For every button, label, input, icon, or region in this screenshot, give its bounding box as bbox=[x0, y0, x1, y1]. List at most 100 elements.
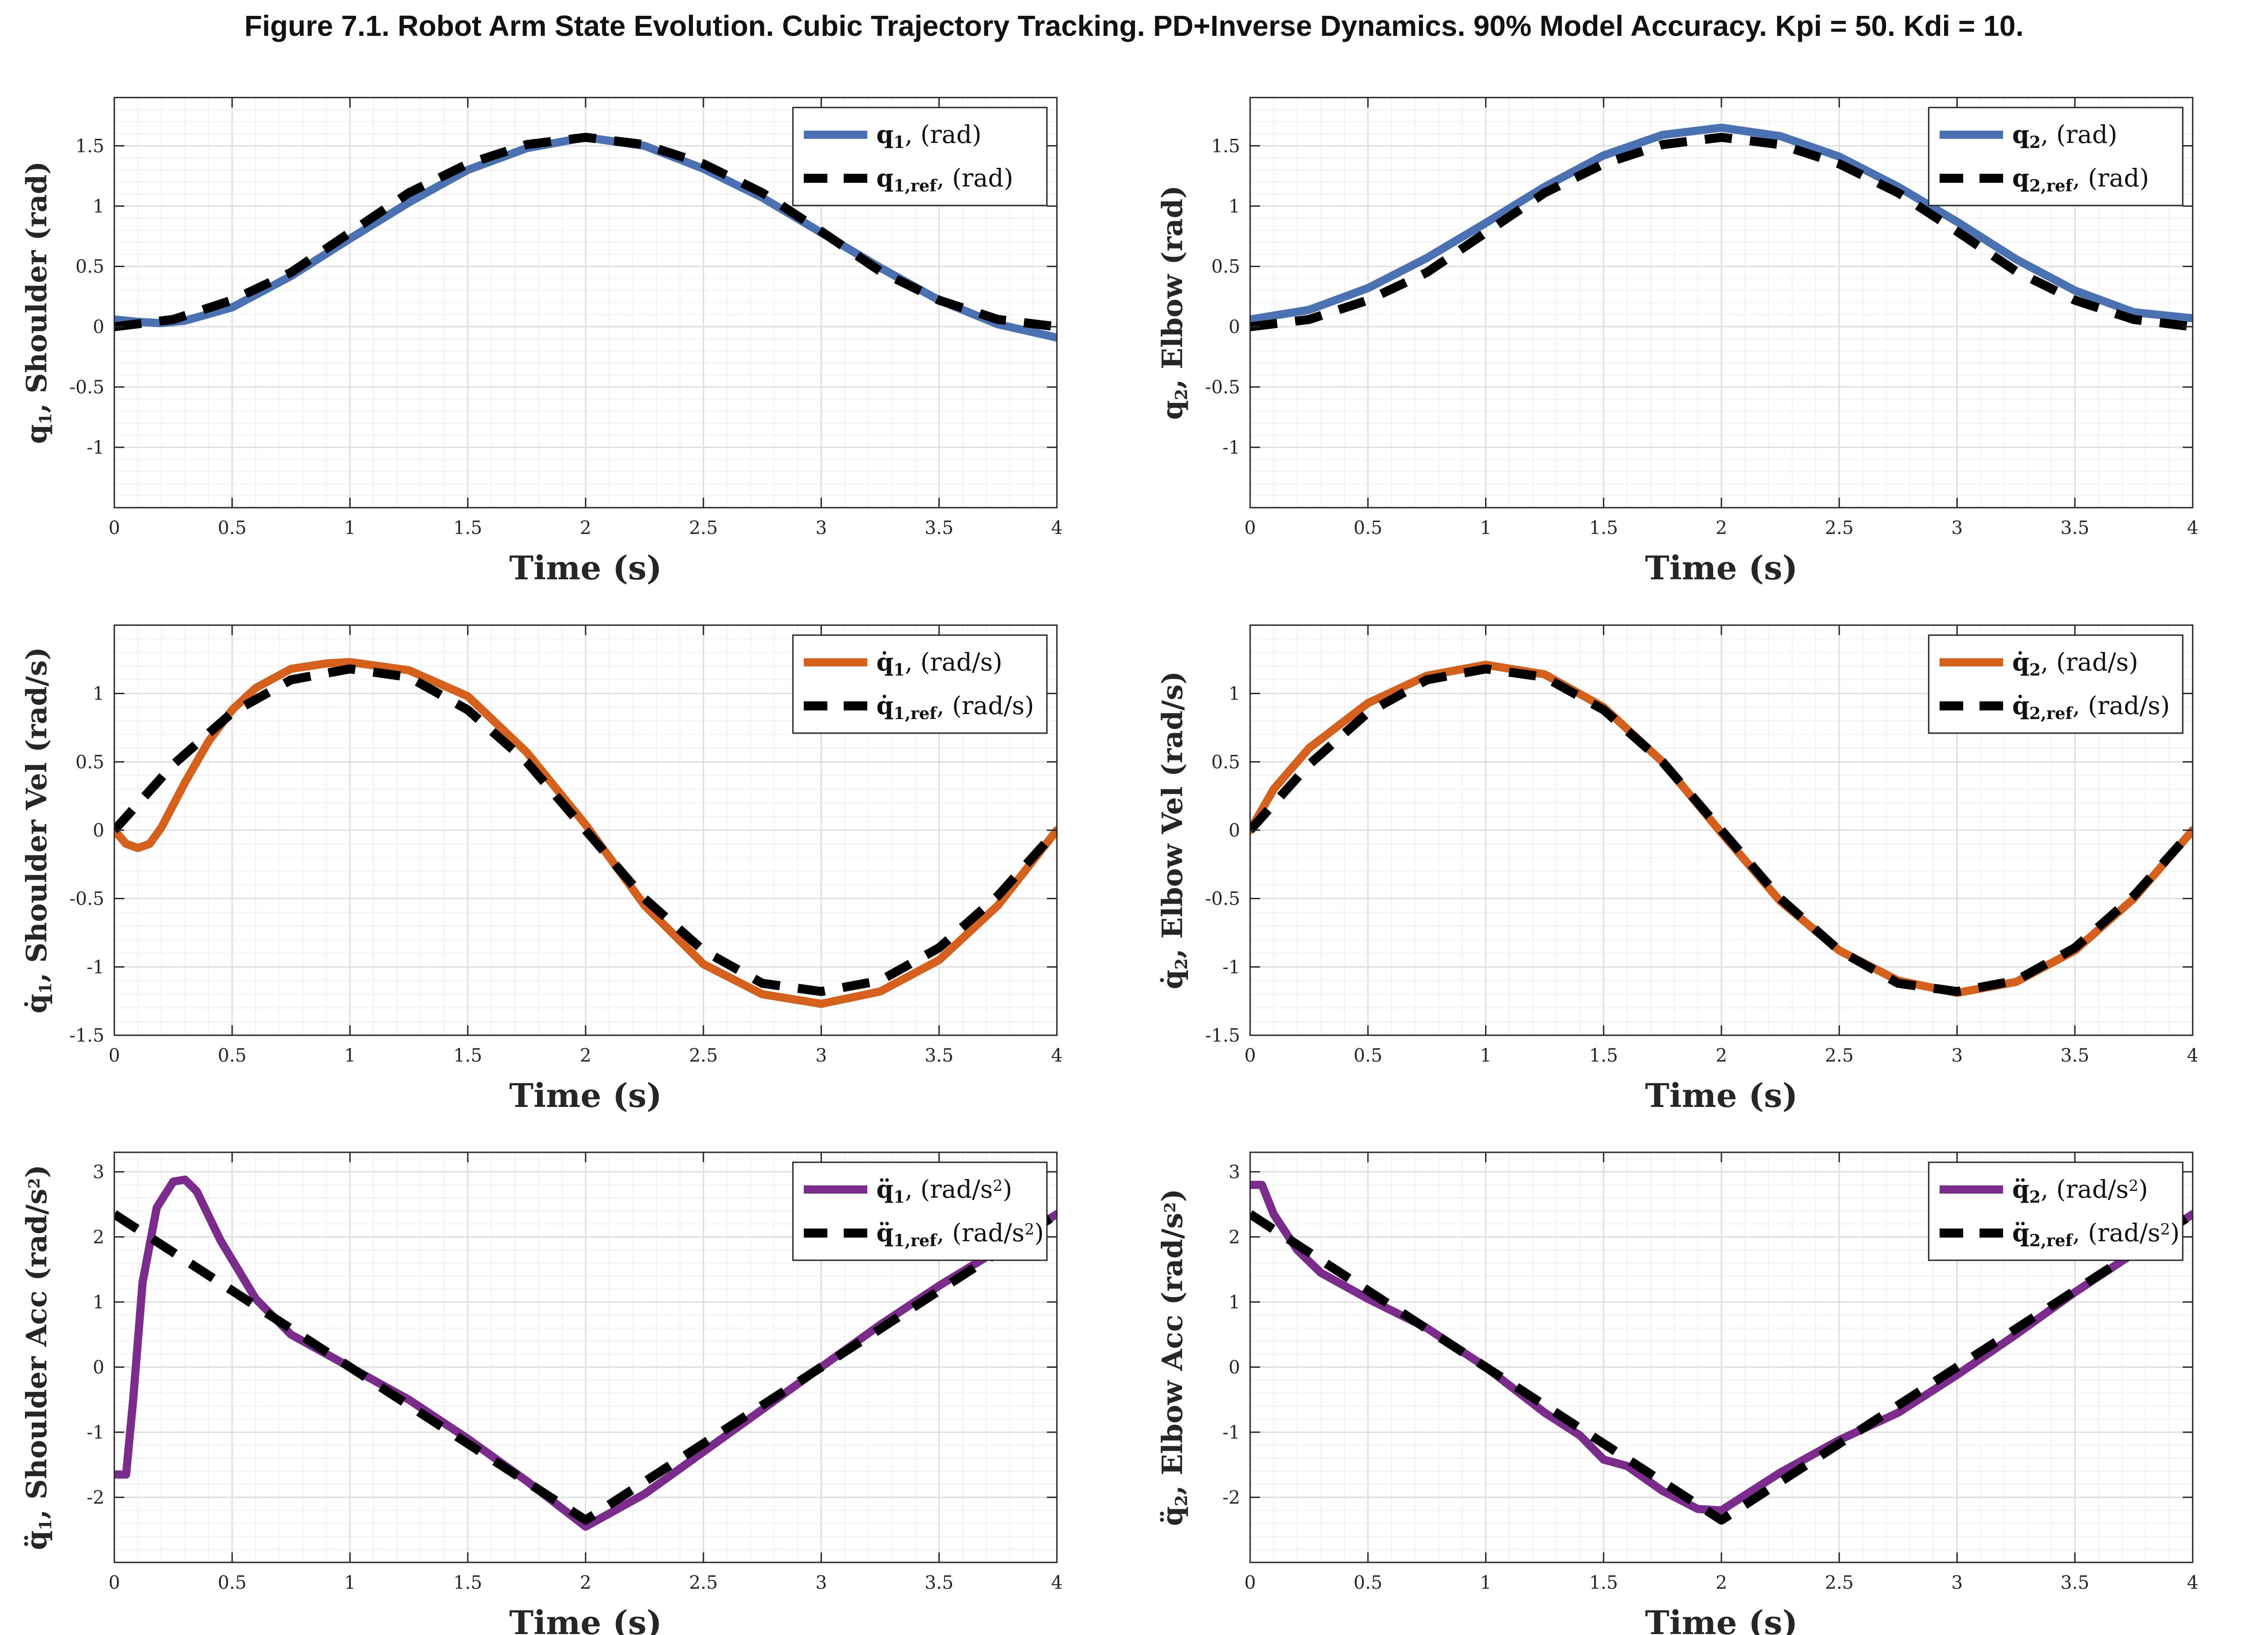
series-group bbox=[114, 132, 1057, 342]
x-tick-label: 4 bbox=[1051, 1572, 1062, 1593]
y-axis-label: q̈1, Shoulder Acc (rad/s2) bbox=[20, 1165, 55, 1550]
reference-line-2 bbox=[1250, 132, 2193, 332]
y-tick-label: -1 bbox=[87, 1422, 104, 1443]
y-tick-label: 2 bbox=[93, 1227, 104, 1248]
chart-panel-6: 0 0.5 1 1.5 2 2.5 3 3.5 4 -2 -1 0 1 2 3 Time (s) q̈2, El… bbox=[1156, 1151, 2199, 1635]
x-tick-label: 3 bbox=[816, 1045, 827, 1066]
measured-line-1 bbox=[114, 658, 1057, 1008]
legend-entry-1: q̈2, (rad/s2) bbox=[2012, 1175, 2148, 1207]
y-tick-label: 0 bbox=[93, 317, 104, 338]
chart-panel-5: 0 0.5 1 1.5 2 2.5 3 3.5 4 -2 -1 0 1 2 3 Time (s) q̈1, Sh… bbox=[20, 1151, 1063, 1635]
y-tick-label: 1 bbox=[93, 1292, 104, 1313]
legend-entry-1: q̈1, (rad/s2) bbox=[876, 1175, 1012, 1207]
x-tick-label: 3 bbox=[1951, 1572, 1963, 1593]
x-tick-label: 0 bbox=[108, 1045, 120, 1066]
x-tick-label: 2 bbox=[1716, 518, 1727, 538]
y-axis-label: q2, Elbow (rad) bbox=[1156, 186, 1191, 420]
x-tick-label: 3 bbox=[816, 518, 827, 538]
x-tick-label: 1 bbox=[1480, 1572, 1491, 1593]
x-axis-label: Time (s) bbox=[509, 1076, 662, 1115]
y-tick-label: -0.5 bbox=[69, 377, 104, 398]
x-tick-label: 0.5 bbox=[218, 1045, 247, 1066]
legend-entry-2: q1,ref, (rad) bbox=[876, 163, 1013, 196]
x-tick-label: 1.5 bbox=[453, 518, 482, 538]
series-group bbox=[114, 658, 1057, 1008]
x-axis-label: Time (s) bbox=[509, 1603, 662, 1635]
x-axis-label: Time (s) bbox=[1645, 1603, 1798, 1635]
x-tick-label: 3.5 bbox=[924, 1572, 953, 1593]
x-axis-label: Time (s) bbox=[509, 548, 662, 587]
chart-panel-2: 0 0.5 1 1.5 2 2.5 3 3.5 4 -1 -0.5 0 0.5 1 1.5 Time (s) q… bbox=[1156, 97, 2199, 587]
x-tick-label: 2.5 bbox=[689, 518, 718, 538]
x-tick-label: 1 bbox=[344, 1045, 356, 1066]
x-tick-label: 1 bbox=[1480, 518, 1491, 538]
x-tick-label: 4 bbox=[2187, 1572, 2198, 1593]
y-tick-label: -1 bbox=[1222, 437, 1240, 458]
legend: q̈2, (rad/s2) q̈2,ref, (rad/s2) bbox=[1928, 1161, 2184, 1261]
x-tick-label: 4 bbox=[2187, 518, 2198, 538]
x-tick-label: 1.5 bbox=[453, 1045, 482, 1066]
chart-panel-1: 0 0.5 1 1.5 2 2.5 3 3.5 4 -1 -0.5 0 0.5 1 1.5 Time (s) q… bbox=[20, 97, 1063, 587]
y-tick-label: 0.5 bbox=[75, 752, 104, 773]
measured-line-1 bbox=[1250, 123, 2193, 324]
x-tick-label: 0.5 bbox=[1354, 518, 1383, 538]
y-axis-label: q̈2, Elbow Acc (rad/s2) bbox=[1156, 1189, 1191, 1526]
legend-entry-1: q2, (rad) bbox=[2012, 120, 2117, 152]
x-axis-label: Time (s) bbox=[1645, 548, 1798, 587]
x-tick-label: 3.5 bbox=[2060, 1572, 2089, 1593]
x-tick-label: 3 bbox=[1951, 518, 1963, 538]
x-tick-label: 0.5 bbox=[1354, 1572, 1383, 1593]
legend: q̈1, (rad/s2) q̈1,ref, (rad/s2) bbox=[792, 1161, 1048, 1261]
x-tick-label: 2 bbox=[580, 518, 591, 538]
x-tick-label: 1 bbox=[1480, 1045, 1491, 1066]
measured-line-1 bbox=[114, 1175, 1057, 1531]
y-tick-label: 0 bbox=[93, 820, 104, 841]
x-tick-label: 3.5 bbox=[924, 518, 953, 538]
legend-entry-2: q̈2,ref, (rad/s2) bbox=[2012, 1218, 2180, 1250]
legend-entry-2: q̈1,ref, (rad/s2) bbox=[876, 1218, 1044, 1250]
legend-entry-2: q̇2,ref, (rad/s) bbox=[2012, 691, 2170, 723]
y-tick-label: 3 bbox=[1229, 1162, 1240, 1183]
legend: q2, (rad) q2,ref, (rad) bbox=[1928, 107, 2184, 206]
x-tick-label: 3 bbox=[816, 1572, 827, 1593]
series-group bbox=[1250, 661, 2193, 997]
series-group bbox=[114, 1175, 1057, 1531]
x-tick-label: 0 bbox=[108, 518, 120, 538]
y-tick-label: -1.5 bbox=[1205, 1025, 1240, 1046]
y-tick-label: 0.5 bbox=[1211, 256, 1240, 277]
legend-box bbox=[792, 107, 1048, 206]
x-tick-label: 1.5 bbox=[1589, 1045, 1618, 1066]
x-tick-label: 0 bbox=[1244, 1045, 1256, 1066]
y-tick-label: 1.5 bbox=[1211, 136, 1240, 157]
x-tick-label: 0.5 bbox=[218, 1572, 247, 1593]
legend-box bbox=[792, 634, 1048, 734]
legend-entry-2: q̇1,ref, (rad/s) bbox=[876, 691, 1034, 723]
y-tick-label: -1 bbox=[1222, 1422, 1240, 1443]
legend-entry-1: q̇1, (rad/s) bbox=[876, 647, 1002, 680]
y-tick-label: 1 bbox=[93, 196, 104, 217]
x-tick-label: 1 bbox=[344, 1572, 356, 1593]
reference-line-2 bbox=[1250, 664, 2193, 996]
legend-box bbox=[1928, 634, 2184, 734]
chart-panel-3: 0 0.5 1 1.5 2 2.5 3 3.5 4 -1.5 -1 -0.5 0 0.5 1 Time (s)… bbox=[20, 624, 1063, 1115]
x-tick-label: 1.5 bbox=[1589, 1572, 1618, 1593]
y-tick-label: -1 bbox=[87, 437, 104, 458]
reference-line-2 bbox=[114, 1210, 1057, 1525]
x-tick-label: 2.5 bbox=[1825, 1572, 1854, 1593]
x-tick-label: 1 bbox=[344, 518, 356, 538]
x-tick-label: 2 bbox=[580, 1572, 591, 1593]
x-tick-label: 0.5 bbox=[218, 518, 247, 538]
y-tick-label: 1 bbox=[93, 684, 104, 705]
x-tick-label: 3.5 bbox=[2060, 518, 2089, 538]
y-tick-label: 1 bbox=[1229, 684, 1240, 705]
legend-box bbox=[1928, 107, 2184, 206]
x-tick-label: 2.5 bbox=[689, 1572, 718, 1593]
legend-box bbox=[792, 1161, 1048, 1261]
x-tick-label: 3 bbox=[1951, 1045, 1963, 1066]
y-tick-label: -2 bbox=[1222, 1488, 1240, 1508]
reference-line-2 bbox=[114, 132, 1057, 332]
figure-title: Figure 7.1. Robot Arm State Evolution. C… bbox=[244, 10, 2024, 42]
legend: q1, (rad) q1,ref, (rad) bbox=[792, 107, 1048, 206]
legend: q̇1, (rad/s) q̇1,ref, (rad/s) bbox=[792, 634, 1048, 734]
